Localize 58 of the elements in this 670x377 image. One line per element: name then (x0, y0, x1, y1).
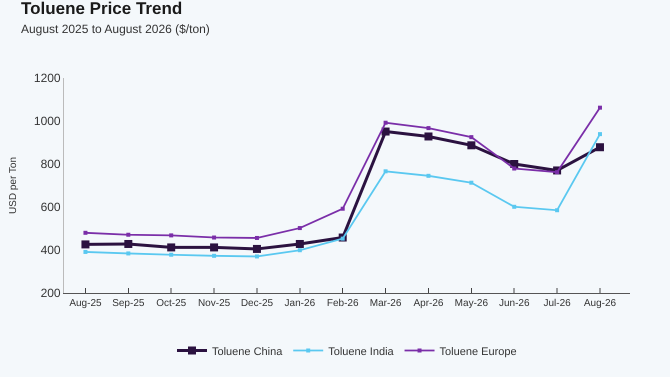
point (83, 250, 88, 254)
point (298, 226, 302, 230)
point (81, 240, 90, 248)
legend-label: Toluene India (328, 346, 395, 358)
point (169, 233, 174, 238)
x-tick-label: Jul-26 (543, 298, 572, 309)
x-tick-label: Nov-25 (198, 298, 231, 309)
legend-label: Toluene Europe (440, 346, 517, 358)
x-tick-label: May-26 (454, 298, 488, 309)
point (598, 132, 602, 136)
point (469, 135, 474, 140)
point (298, 248, 302, 252)
y-tick-label: 800 (40, 157, 61, 172)
point (340, 206, 345, 211)
point (212, 236, 216, 240)
point (210, 243, 218, 252)
point (384, 169, 388, 174)
point (512, 204, 516, 209)
point (384, 120, 388, 125)
x-tick-label: Oct-25 (156, 298, 187, 309)
point (596, 143, 604, 152)
point (296, 240, 304, 248)
x-tick-label: Aug-26 (584, 298, 617, 309)
legend-label: Toluene China (212, 346, 284, 358)
y-tick-label: 1000 (34, 114, 61, 128)
point (252, 244, 261, 253)
y-tick-label: 600 (40, 200, 61, 214)
y-axis-title: USD per Ton (8, 156, 19, 214)
chart-title: Toluene Price Trend (21, 0, 182, 18)
point (126, 232, 130, 237)
point (426, 174, 430, 178)
y-tick-label: 200 (40, 286, 61, 300)
x-tick-label: Apr-26 (413, 298, 444, 309)
point (83, 230, 88, 235)
point (424, 132, 432, 140)
y-tick-label: 1200 (34, 71, 61, 86)
x-tick-label: Dec-25 (240, 298, 274, 309)
chart-subtitle: August 2025 to August 2026 ($/ton) (21, 22, 210, 36)
x-tick-label: Mar-26 (370, 298, 402, 309)
point (467, 141, 476, 150)
x-tick-label: Aug-25 (69, 298, 102, 309)
point (169, 252, 174, 257)
point (598, 106, 602, 110)
x-tick-label: Feb-26 (326, 298, 359, 309)
y-tick-label: 400 (40, 243, 61, 258)
point (469, 180, 474, 185)
point (254, 236, 259, 240)
x-tick-label: Jan-26 (284, 298, 316, 309)
point (124, 240, 132, 248)
point (555, 208, 560, 212)
point (512, 166, 516, 171)
x-tick-label: Jun-26 (498, 298, 530, 309)
point (254, 254, 259, 258)
point (426, 126, 430, 130)
point (212, 254, 216, 258)
x-tick-label: Sep-25 (112, 298, 145, 309)
point (167, 243, 176, 252)
point (126, 251, 130, 256)
